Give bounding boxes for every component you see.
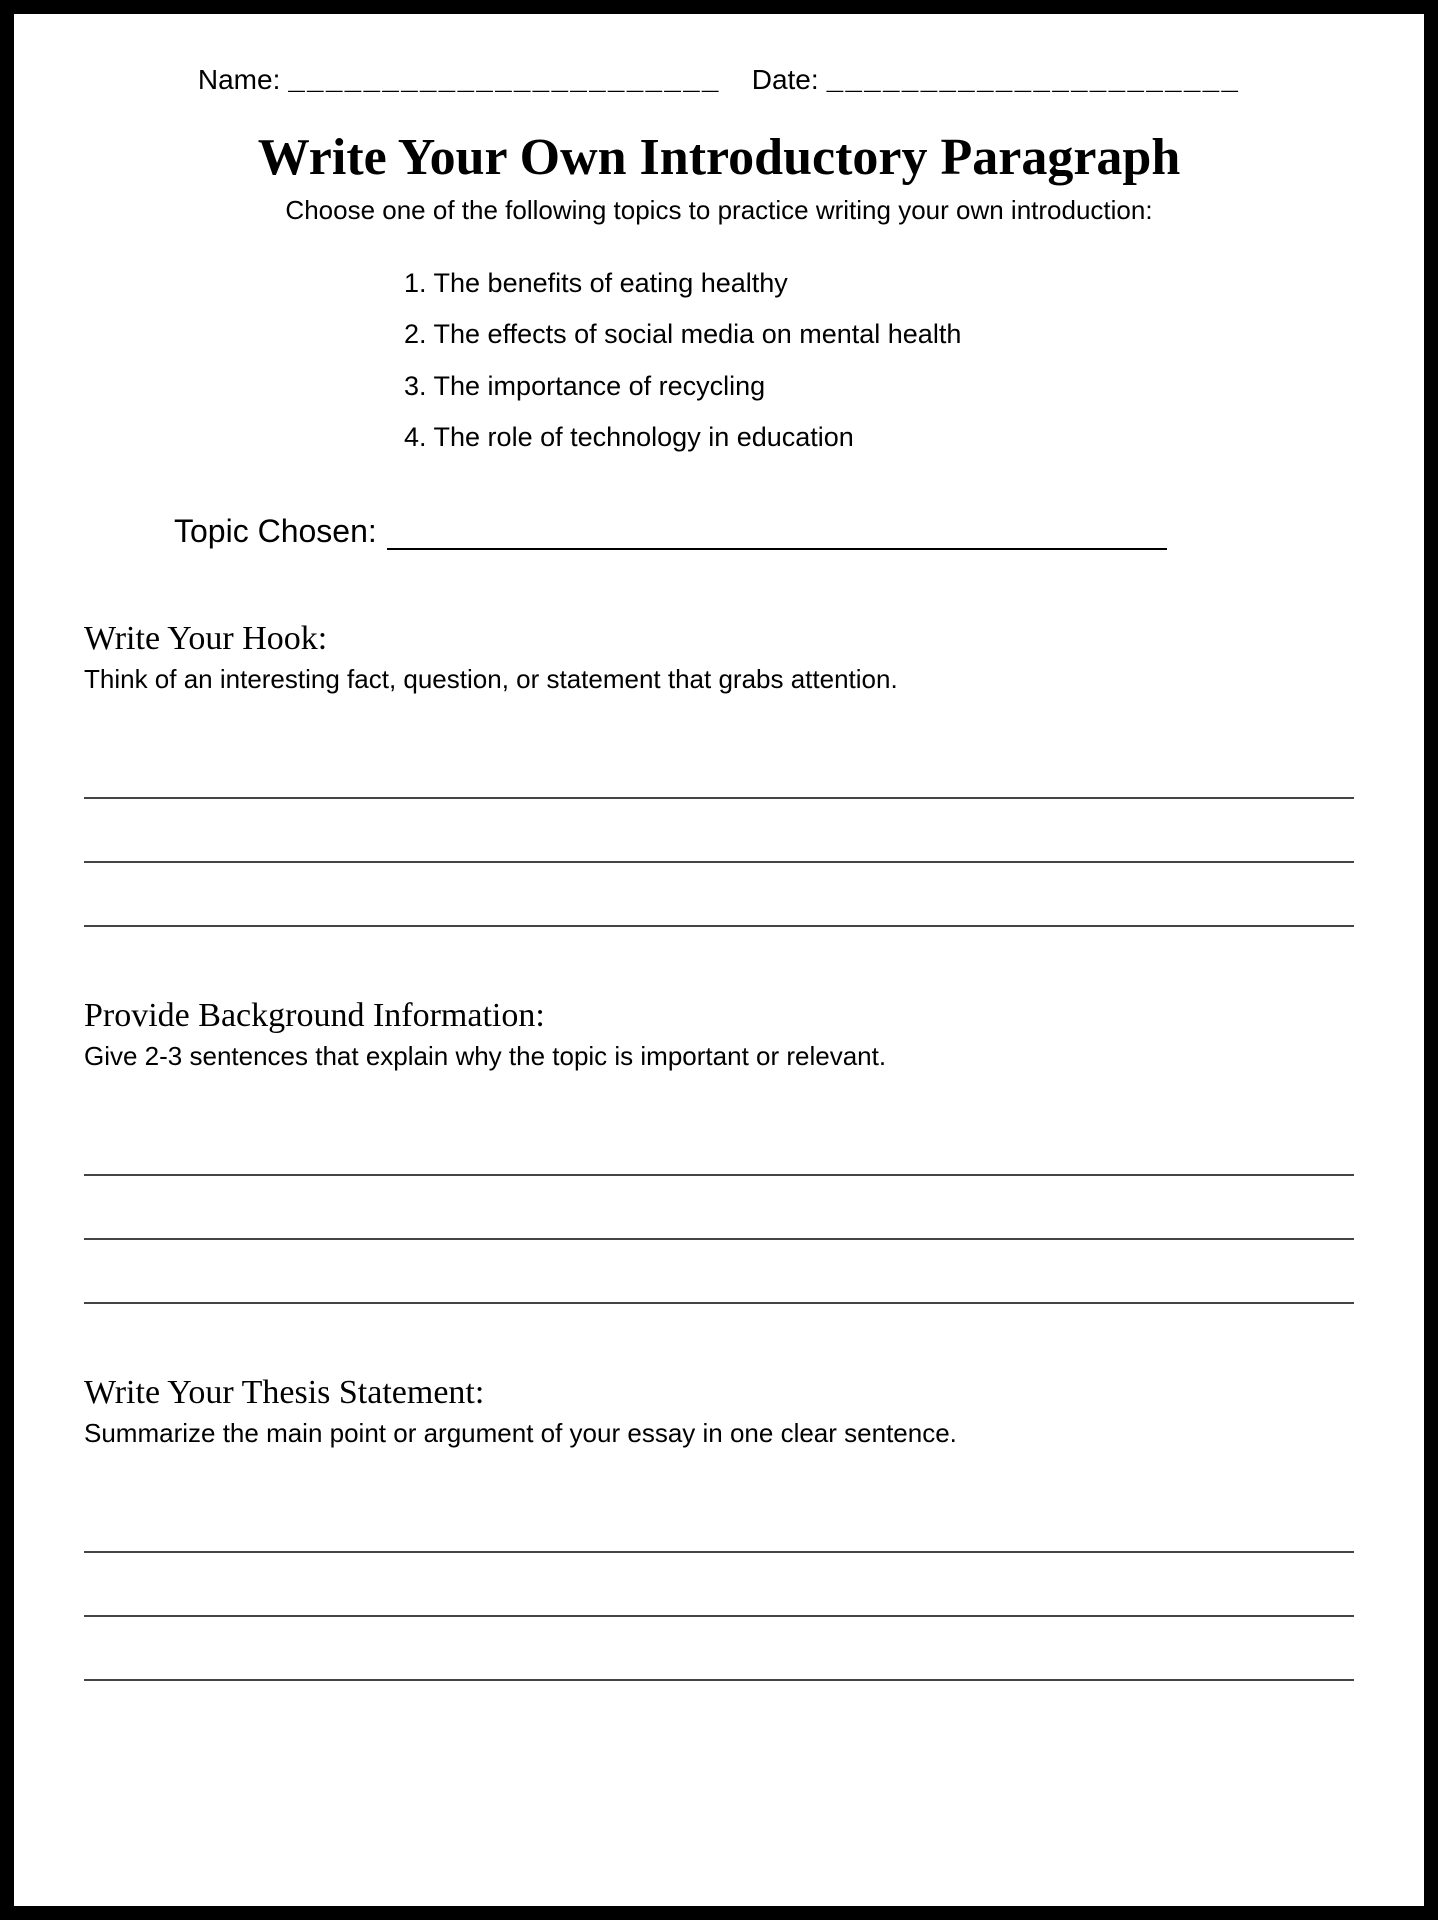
topic-item: 3. The importance of recycling (404, 361, 1354, 412)
date-blank[interactable]: ______________________ (826, 67, 1240, 98)
topic-item: 1. The benefits of eating healthy (404, 258, 1354, 309)
writing-line[interactable] (84, 1176, 1354, 1240)
topic-chosen-row: Topic Chosen: (174, 513, 1354, 550)
name-blank[interactable]: _______________________ (288, 67, 720, 98)
section-heading: Provide Background Information: (84, 997, 1354, 1035)
section-heading: Write Your Hook: (84, 620, 1354, 658)
writing-line[interactable] (84, 735, 1354, 799)
section-sub: Think of an interesting fact, question, … (84, 664, 1354, 695)
topic-chosen-blank[interactable] (387, 520, 1167, 550)
page-subtitle: Choose one of the following topics to pr… (84, 195, 1354, 226)
name-date-row: Name: _______________________ Date: ____… (84, 64, 1354, 98)
name-label: Name: (198, 64, 280, 95)
writing-line[interactable] (84, 799, 1354, 863)
writing-line[interactable] (84, 1240, 1354, 1304)
writing-line[interactable] (84, 1553, 1354, 1617)
writing-line[interactable] (84, 863, 1354, 927)
section-background: Provide Background Information: Give 2-3… (84, 997, 1354, 1304)
topic-chosen-label: Topic Chosen: (174, 513, 377, 550)
date-label: Date: (752, 64, 819, 95)
writing-line[interactable] (84, 1489, 1354, 1553)
section-sub: Summarize the main point or argument of … (84, 1418, 1354, 1449)
section-thesis: Write Your Thesis Statement: Summarize t… (84, 1374, 1354, 1681)
section-hook: Write Your Hook: Think of an interesting… (84, 620, 1354, 927)
section-heading: Write Your Thesis Statement: (84, 1374, 1354, 1412)
section-sub: Give 2-3 sentences that explain why the … (84, 1041, 1354, 1072)
topic-list: 1. The benefits of eating healthy 2. The… (404, 258, 1354, 463)
topic-item: 4. The role of technology in education (404, 412, 1354, 463)
topic-item: 2. The effects of social media on mental… (404, 309, 1354, 360)
page-title: Write Your Own Introductory Paragraph (84, 128, 1354, 187)
writing-line[interactable] (84, 1617, 1354, 1681)
worksheet-page: Name: _______________________ Date: ____… (0, 0, 1438, 1920)
writing-line[interactable] (84, 1112, 1354, 1176)
